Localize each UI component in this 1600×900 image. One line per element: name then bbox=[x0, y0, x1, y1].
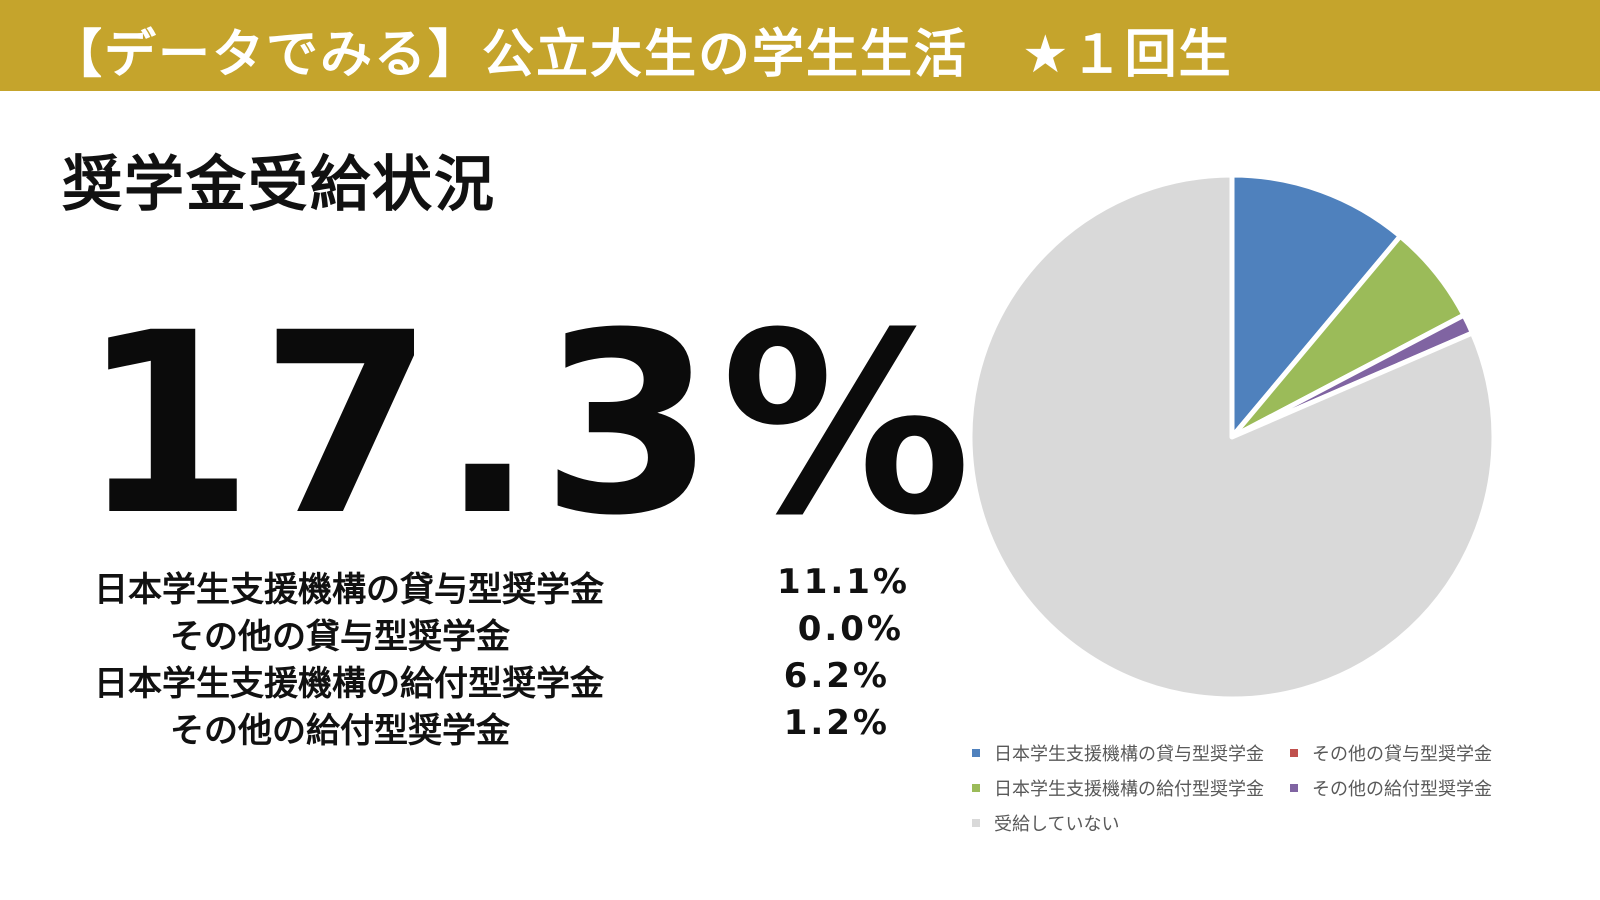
legend-swatch bbox=[1290, 749, 1298, 757]
breakdown-value: 0.0% bbox=[797, 609, 904, 649]
legend-swatch bbox=[1290, 784, 1298, 792]
breakdown-label: 日本学生支援機構の給付型奨学金 bbox=[94, 664, 604, 704]
legend-row: 日本学生支援機構の給付型奨学金 その他の給付型奨学金 bbox=[972, 775, 1572, 810]
breakdown-row: その他の貸与型奨学金 0.0% bbox=[90, 609, 910, 657]
legend-item: その他の給付型奨学金 bbox=[1290, 775, 1492, 801]
breakdown-value: 1.2% bbox=[783, 703, 890, 743]
title-banner: 【データでみる】公立大生の学生生活 ★１回生 bbox=[0, 0, 1600, 91]
breakdown-list: 日本学生支援機構の貸与型奨学金 11.1% その他の貸与型奨学金 0.0% 日本… bbox=[90, 562, 910, 751]
headline-percentage: 17.3% bbox=[80, 279, 978, 570]
breakdown-value: 6.2% bbox=[783, 656, 890, 696]
legend-item: 日本学生支援機構の貸与型奨学金 bbox=[972, 740, 1264, 766]
breakdown-label: 日本学生支援機構の貸与型奨学金 bbox=[94, 570, 604, 610]
legend-swatch bbox=[972, 784, 980, 792]
breakdown-row: その他の給付型奨学金 1.2% bbox=[90, 703, 910, 751]
legend-row: 受給していない bbox=[972, 810, 1572, 845]
breakdown-value: 11.1% bbox=[777, 562, 910, 602]
chart-legend: 日本学生支援機構の貸与型奨学金 その他の貸与型奨学金 日本学生支援機構の給付型奨… bbox=[972, 740, 1572, 845]
legend-swatch bbox=[972, 749, 980, 757]
legend-label: 受給していない bbox=[994, 814, 1120, 834]
legend-label: その他の給付型奨学金 bbox=[1312, 779, 1492, 799]
pie-slice bbox=[967, 172, 1497, 702]
banner-title: 【データでみる】公立大生の学生生活 ★１回生 bbox=[50, 25, 1233, 85]
breakdown-row: 日本学生支援機構の貸与型奨学金 11.1% bbox=[90, 562, 910, 610]
legend-row: 日本学生支援機構の貸与型奨学金 その他の貸与型奨学金 bbox=[972, 740, 1572, 775]
breakdown-label: その他の給付型奨学金 bbox=[170, 711, 510, 751]
pie-slice bbox=[1229, 172, 1403, 440]
legend-item: 受給していない bbox=[972, 810, 1119, 836]
legend-item: 日本学生支援機構の給付型奨学金 bbox=[972, 775, 1264, 801]
pie-chart-area bbox=[940, 150, 1540, 730]
legend-label: 日本学生支援機構の給付型奨学金 bbox=[994, 779, 1264, 799]
legend-label: その他の貸与型奨学金 bbox=[1312, 744, 1492, 764]
breakdown-row: 日本学生支援機構の給付型奨学金 6.2% bbox=[90, 656, 910, 704]
legend-swatch bbox=[972, 819, 980, 827]
legend-label: 日本学生支援機構の貸与型奨学金 bbox=[994, 744, 1264, 764]
pie-chart bbox=[967, 172, 1497, 702]
section-title: 奨学金受給状況 bbox=[62, 150, 496, 220]
legend-item: その他の貸与型奨学金 bbox=[1290, 740, 1492, 766]
breakdown-label: その他の貸与型奨学金 bbox=[170, 617, 510, 657]
